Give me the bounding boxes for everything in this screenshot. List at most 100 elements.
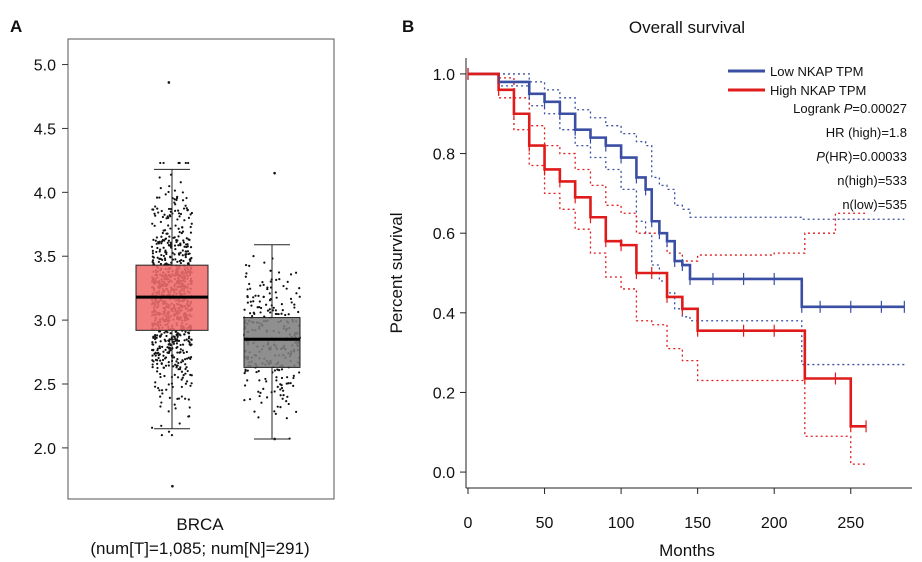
boxplot-point <box>159 340 162 343</box>
boxplot-point <box>157 356 160 360</box>
boxplot-point <box>160 253 163 257</box>
boxplot-point <box>167 430 171 433</box>
boxplot-point <box>159 405 162 408</box>
boxplot-point <box>188 238 191 241</box>
boxplot-point <box>173 373 176 376</box>
boxplot-point <box>280 303 283 306</box>
boxplot-point <box>187 398 190 401</box>
boxplot-point <box>158 250 161 253</box>
boxplot-point <box>175 364 178 367</box>
boxplot-point <box>252 255 255 258</box>
boxplot-point <box>162 254 166 258</box>
boxplot-point <box>154 351 157 354</box>
boxplot-point <box>154 214 157 217</box>
boxplot-point <box>156 366 159 370</box>
boxplot-point <box>163 374 166 378</box>
boxplot-point <box>161 215 165 219</box>
boxplot-point <box>260 401 263 404</box>
boxplot-point <box>295 292 298 295</box>
boxplot-panel: 2.0 2.5 3.0 3.5 4.0 4.5 5.0 BRCA (num[T]=1,085… <box>34 38 335 558</box>
boxplot-point <box>298 287 301 290</box>
boxplot-point <box>294 271 298 274</box>
boxplot-point <box>281 397 284 400</box>
boxplot-point <box>269 286 273 289</box>
n-high-text: n(high)=533 <box>837 173 907 188</box>
boxplot-point <box>159 359 162 362</box>
boxplot-point <box>159 395 162 398</box>
boxplot-point <box>176 335 179 338</box>
boxplot-point <box>266 309 270 312</box>
boxplot-point <box>177 235 180 238</box>
survival-ci-upper-low <box>468 73 905 220</box>
boxplot-point <box>263 261 266 264</box>
boxplot-point <box>165 251 168 254</box>
boxplot-point <box>258 394 261 398</box>
boxplot-point <box>151 349 155 352</box>
boxplot-point <box>156 370 159 373</box>
boxplot-point <box>189 231 193 234</box>
boxplot-point <box>243 372 246 375</box>
boxplot-point <box>152 238 155 241</box>
boxplot-point <box>161 238 165 242</box>
survival-y-ticks: 0.0 0.2 0.4 0.6 0.8 1.0 <box>433 67 466 482</box>
boxplot-point <box>162 246 165 249</box>
boxplot-point <box>157 211 160 214</box>
boxplot-point <box>160 235 163 238</box>
boxplot-point <box>268 292 271 295</box>
boxplot-point <box>183 339 186 342</box>
boxplot-point <box>285 382 288 385</box>
boxplot-point <box>160 209 163 213</box>
boxplot-point <box>269 269 272 272</box>
boxplot-point <box>189 225 192 229</box>
survival-panel: Overall survival 0.0 0.2 0.4 0.6 0.8 1.0 0 50 1… <box>387 18 912 560</box>
boxplot-point <box>243 399 246 402</box>
boxplot-point <box>158 196 161 199</box>
boxplot-point <box>168 235 171 238</box>
boxplot-point <box>159 335 162 338</box>
survival-confidence-bands <box>468 73 905 465</box>
boxplot-point <box>174 407 177 410</box>
boxplot-boxes <box>135 168 301 440</box>
boxplot-point <box>156 207 159 210</box>
boxplot-point <box>174 209 177 212</box>
boxplot-point <box>246 379 249 382</box>
boxplot-point <box>176 260 179 263</box>
boxplot-point <box>181 230 185 233</box>
boxplot-point <box>175 238 178 242</box>
boxplot-point <box>153 385 157 388</box>
survival-x-tick-label: 0 <box>464 515 473 532</box>
boxplot-point <box>185 207 188 210</box>
boxplot-point <box>167 239 170 242</box>
boxplot-point <box>176 332 180 335</box>
boxplot-point <box>154 239 157 242</box>
boxplot-point <box>249 287 252 290</box>
boxplot-point <box>166 241 169 244</box>
boxplot-point <box>164 356 168 359</box>
boxplot-point <box>179 366 182 369</box>
survival-x-tick-label: 100 <box>608 515 635 532</box>
boxplot-point <box>243 384 247 387</box>
boxplot-point <box>257 416 260 419</box>
boxplot-point <box>153 333 157 337</box>
boxplot-point <box>182 374 185 377</box>
hr-text: HR (high)=1.8 <box>826 125 907 140</box>
boxplot-point <box>182 241 185 244</box>
boxplot-point <box>179 343 182 347</box>
boxplot-point <box>189 213 192 216</box>
boxplot-point <box>176 351 179 354</box>
boxplot-point <box>258 300 261 303</box>
boxplot-point <box>179 242 182 245</box>
boxplot-point <box>189 373 192 376</box>
boxplot-y-tick-label: 3.0 <box>34 313 56 330</box>
boxplot-point <box>182 207 186 210</box>
boxplot-point <box>292 376 295 380</box>
boxplot-point <box>188 252 191 255</box>
boxplot-point <box>182 259 185 263</box>
boxplot-point <box>280 386 284 390</box>
boxplot-point <box>274 309 278 312</box>
boxplot-point <box>159 220 162 224</box>
logrank-p-symbol: P <box>844 101 853 116</box>
boxplot-point <box>162 350 165 353</box>
boxplot-point <box>156 256 159 259</box>
boxplot-point <box>281 309 284 312</box>
